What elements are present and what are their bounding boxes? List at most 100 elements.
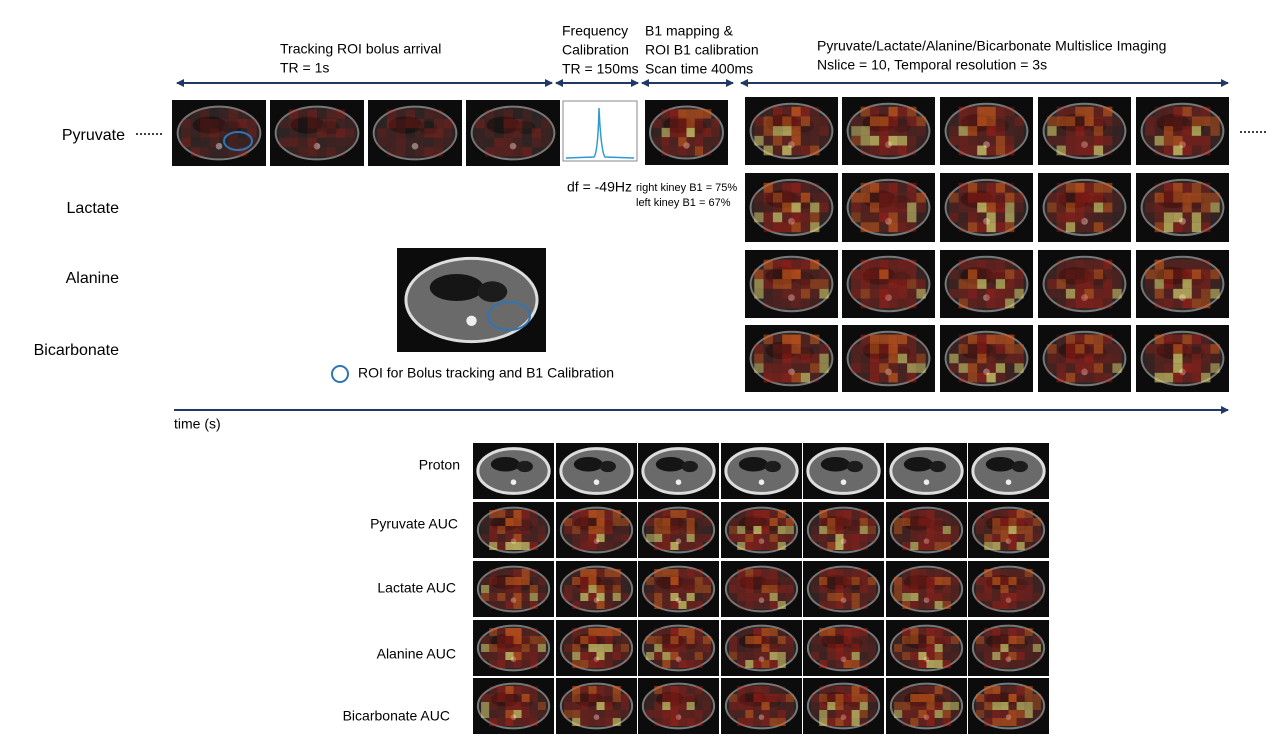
signal-pixel — [686, 510, 695, 518]
signal-pixel — [869, 222, 880, 233]
signal-pixel — [596, 628, 605, 636]
signal-pixel — [521, 518, 530, 526]
signal-pixel — [497, 534, 506, 542]
scan-image — [556, 620, 637, 676]
signal-pixel — [995, 192, 1006, 203]
signal-pixel — [529, 526, 538, 534]
signal-pixel — [1016, 710, 1025, 718]
signal-pixel — [763, 372, 773, 383]
signal-pixel — [662, 636, 671, 644]
signal-pixel — [489, 518, 498, 526]
signal-pixel — [529, 660, 538, 668]
signal-pixel — [1191, 145, 1202, 156]
signal-pixel — [976, 585, 985, 593]
signal-pixel — [1000, 585, 1009, 593]
signal-pixel — [869, 353, 880, 364]
bowel — [929, 460, 946, 473]
signal-pixel — [588, 593, 597, 601]
signal-pixel — [1024, 718, 1033, 726]
signal-pixel — [604, 526, 613, 534]
signal-pixel — [926, 686, 935, 694]
signal-pixel — [1014, 279, 1024, 289]
signal-pixel — [694, 137, 704, 147]
signal-pixel — [867, 636, 876, 644]
signal-pixel — [1182, 116, 1192, 127]
signal-pixel — [1173, 269, 1183, 280]
signal-pixel — [754, 192, 764, 203]
signal-pixel — [662, 518, 671, 526]
signal-pixel — [1024, 510, 1033, 518]
phase-text: Calibration — [562, 42, 629, 58]
signal-pixel — [859, 534, 868, 542]
signal-pixel — [1075, 135, 1085, 146]
signal-pixel — [995, 259, 1006, 270]
signal-pixel — [670, 628, 679, 636]
signal-pixel — [1075, 288, 1085, 299]
signal-pixel — [777, 686, 786, 694]
signal-pixel — [916, 202, 926, 213]
signal-pixel — [950, 534, 959, 542]
signal-pixel — [1173, 126, 1183, 136]
signal-pixel — [810, 334, 820, 345]
signal-pixel — [843, 577, 852, 585]
signal-pixel — [1065, 353, 1076, 364]
signal-pixel — [686, 127, 695, 138]
signal-pixel — [777, 628, 786, 636]
signal-pixel — [888, 116, 898, 127]
signal-pixel — [489, 710, 498, 718]
signal-pixel — [902, 686, 911, 694]
signal-pixel — [396, 118, 406, 129]
signal-pixel — [529, 718, 538, 726]
signal-pixel — [646, 694, 655, 702]
signal-pixel — [769, 694, 778, 702]
signal-pixel — [729, 694, 738, 702]
signal-pixel — [916, 288, 926, 299]
signal-pixel — [1163, 126, 1174, 136]
signal-pixel — [800, 353, 811, 364]
signal-pixel — [800, 279, 811, 289]
signal-pixel — [859, 510, 868, 518]
signal-pixel — [967, 145, 978, 156]
signal-pixel — [1014, 126, 1024, 136]
signal-pixel — [237, 147, 248, 157]
signal-pixel — [918, 710, 927, 718]
signal-pixel — [237, 137, 248, 148]
signal-pixel — [694, 593, 703, 601]
signal-pixel — [1173, 279, 1183, 289]
scan-image — [1038, 250, 1131, 318]
signal-pixel — [819, 601, 828, 609]
signal-pixel — [737, 702, 746, 710]
signal-pixel — [835, 710, 844, 718]
signal-pixel — [529, 601, 538, 609]
signal-pixel — [1008, 628, 1017, 636]
signal-pixel — [800, 202, 811, 213]
signal-pixel — [1005, 259, 1015, 270]
signal-pixel — [298, 118, 308, 129]
signal-pixel — [1065, 269, 1076, 280]
signal-pixel — [489, 652, 498, 660]
signal-pixel — [529, 628, 538, 636]
signal-pixel — [335, 137, 346, 148]
signal-pixel — [769, 686, 778, 694]
signal-pixel — [588, 542, 597, 550]
signal-pixel — [1056, 135, 1066, 146]
signal-pixel — [859, 686, 868, 694]
signal-pixel — [646, 593, 655, 601]
signal-pixel — [888, 353, 898, 364]
signal-pixel — [791, 116, 801, 127]
signal-pixel — [670, 601, 679, 609]
signal-pixel — [620, 593, 629, 601]
signal-pixel — [926, 526, 935, 534]
signal-pixel — [995, 298, 1006, 309]
signal-pixel — [489, 569, 498, 577]
scan-image — [803, 443, 884, 499]
signal-pixel — [481, 593, 490, 601]
signal-pixel — [1024, 628, 1033, 636]
signal-pixel — [694, 601, 703, 609]
signal-pixel — [785, 702, 794, 710]
signal-pixel — [984, 577, 993, 585]
signal-pixel — [777, 526, 786, 534]
signal-pixel — [879, 372, 889, 383]
signal-pixel — [851, 628, 860, 636]
signal-pixel — [481, 526, 490, 534]
